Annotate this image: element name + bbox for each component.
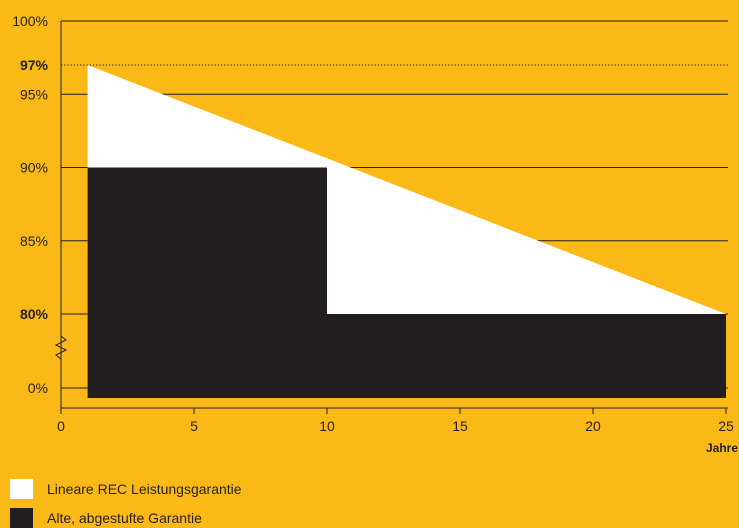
x-tick-label: 10 [319, 418, 335, 434]
legend-label-linear: Lineare REC Leistungsgarantie [47, 481, 242, 497]
x-axis-label: Jahre [706, 441, 738, 455]
x-tick-label: 5 [190, 418, 198, 434]
legend-swatch-stepped [10, 508, 33, 528]
x-tick-label: 15 [452, 418, 468, 434]
x-tick-label: 25 [718, 418, 734, 434]
y-tick-label: 80% [20, 306, 49, 322]
y-tick-label: 97% [20, 57, 49, 73]
legend-item-stepped: Alte, abgestufte Garantie [10, 508, 202, 528]
legend-item-linear: Lineare REC Leistungsgarantie [10, 479, 242, 499]
y-tick-label: 85% [20, 233, 48, 249]
x-tick-label: 20 [585, 418, 601, 434]
legend-swatch-linear [10, 479, 33, 499]
y-tick-label: 0% [28, 380, 48, 396]
y-tick-label: 100% [12, 13, 48, 29]
y-tick-label: 90% [20, 160, 48, 176]
y-tick-label: 95% [20, 86, 48, 102]
legend-label-stepped: Alte, abgestufte Garantie [47, 510, 202, 526]
x-tick-label: 0 [57, 418, 65, 434]
